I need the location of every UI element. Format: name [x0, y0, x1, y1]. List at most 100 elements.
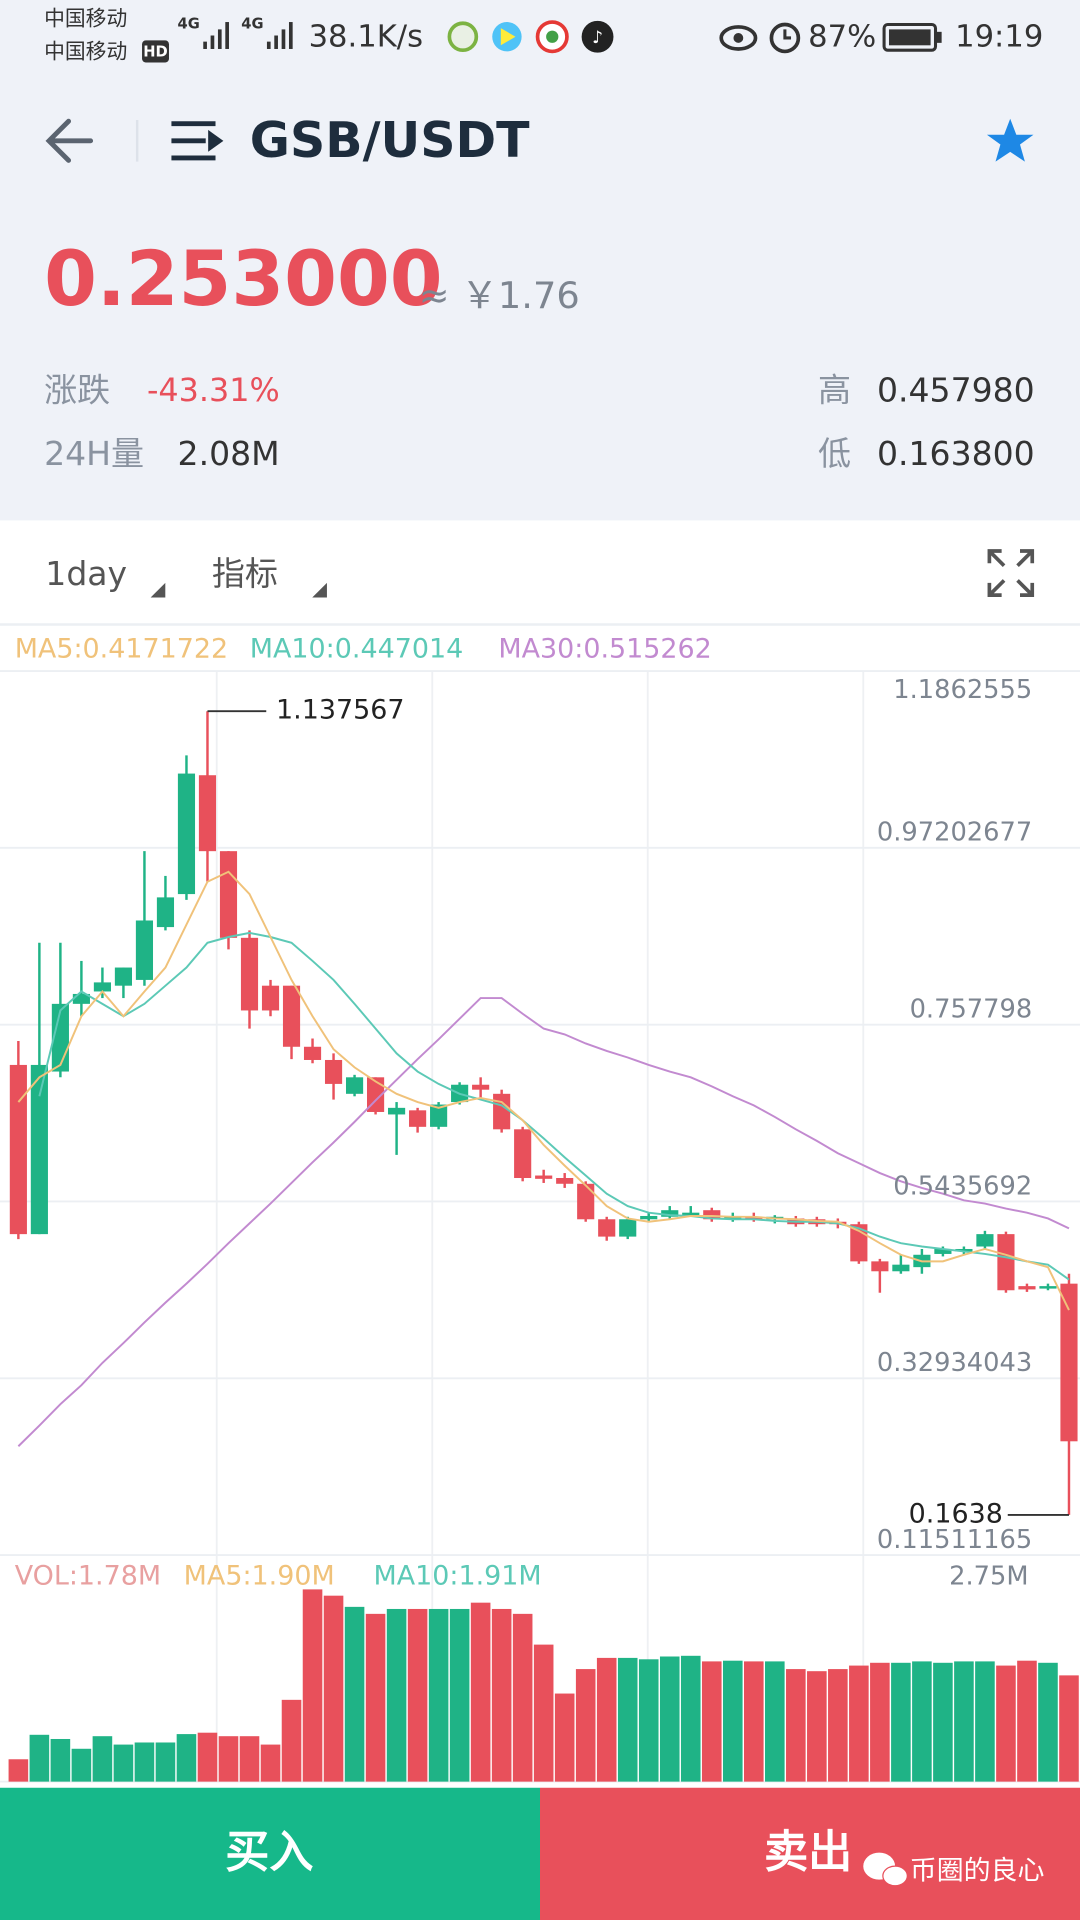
candle-body: [535, 1175, 553, 1179]
clock: 19:19: [955, 19, 1043, 54]
volume-bar: [8, 1759, 29, 1782]
favorite-button[interactable]: [986, 118, 1034, 162]
volume-bar: [491, 1608, 512, 1782]
volume-bar: [323, 1595, 344, 1782]
candle-body: [997, 1234, 1015, 1291]
candle-body: [324, 1059, 343, 1084]
volume-value: 2.08M: [178, 434, 280, 473]
hd-label: HD: [143, 44, 167, 61]
volume-bar: [659, 1656, 680, 1782]
signal-icon: [266, 22, 293, 49]
volume-bar: [428, 1608, 449, 1782]
watermark: 币圈的良心: [910, 1856, 1045, 1887]
candle-body: [114, 967, 132, 986]
network: 4G: [178, 15, 200, 32]
candle-body: [892, 1264, 910, 1272]
stat-label: 涨跌: [44, 370, 110, 409]
candle-body: [934, 1248, 952, 1254]
candle-body: [1039, 1286, 1057, 1289]
y-tick-label: 0.32934043: [877, 1348, 1032, 1378]
candle-body: [493, 1093, 511, 1130]
volume-bar: [701, 1661, 722, 1782]
candle-body: [430, 1104, 448, 1127]
volume-bar: [744, 1661, 764, 1782]
dropdown-arrow: [312, 582, 327, 598]
volume-bar: [891, 1662, 911, 1782]
candle-body: [388, 1107, 406, 1115]
hd-badge: [142, 40, 169, 63]
volume-bar: [765, 1661, 785, 1782]
fullscreen-button[interactable]: [987, 549, 1035, 597]
network: 4G: [241, 15, 263, 32]
volume-bar: [113, 1744, 134, 1782]
candle-body: [661, 1210, 679, 1217]
volume-bar: [828, 1669, 848, 1782]
candle-body: [177, 773, 196, 895]
interval-select[interactable]: 1day: [45, 554, 127, 593]
buy-button[interactable]: [0, 1787, 540, 1920]
volume-bar: [470, 1602, 491, 1782]
volume-bar: [134, 1742, 155, 1782]
sell-button[interactable]: [540, 1787, 1080, 1920]
volume-bar: [386, 1608, 407, 1782]
alarm-icon: [769, 22, 801, 54]
volume-bar: [933, 1662, 953, 1782]
candle-body: [219, 851, 238, 938]
back-button[interactable]: [45, 118, 94, 163]
volume-bar: [92, 1736, 113, 1782]
candle-body: [577, 1183, 595, 1220]
volume-bar: [155, 1742, 176, 1782]
volume-bar: [218, 1736, 239, 1782]
volume-bar: [996, 1665, 1016, 1782]
candle-body: [156, 897, 175, 928]
app-icons: ♪: [447, 20, 614, 54]
candle-body: [703, 1210, 721, 1220]
volume-bar: [365, 1613, 386, 1782]
v-grid: [215, 671, 865, 1782]
y-tick-label: 0.757798: [910, 994, 1033, 1024]
indicator-select[interactable]: 指标: [212, 554, 278, 593]
ma30-legend: MA30:0.515262: [498, 634, 711, 665]
candle-body: [303, 1046, 322, 1060]
volume-bar: [638, 1659, 659, 1782]
stat-label: 24H量: [44, 434, 144, 473]
candle-body: [9, 1064, 27, 1235]
header-bg: [0, 0, 1080, 521]
candle-body: [871, 1261, 889, 1272]
candle-body: [682, 1212, 700, 1216]
candle-body: [198, 775, 217, 852]
volume-bar: [176, 1734, 197, 1782]
candle-body: [409, 1110, 427, 1127]
volume-bar: [722, 1660, 743, 1782]
volume-bar: [954, 1661, 974, 1782]
ma10-line: [38, 931, 1070, 1281]
low-annotation: 0.1638: [909, 1498, 1003, 1529]
candle-body: [72, 993, 90, 1004]
volume-bar: [344, 1606, 365, 1782]
sell-label: 卖出: [764, 1827, 852, 1878]
candle-body: [345, 1077, 364, 1094]
menu-button[interactable]: [171, 121, 224, 161]
candle-body: [976, 1234, 994, 1247]
candle-body: [1018, 1286, 1036, 1290]
change-value: -43.31%: [147, 371, 280, 409]
volume-bar: [596, 1657, 617, 1782]
vol-ma5-legend: MA5:1.90M: [184, 1561, 335, 1592]
volume-bar: [1059, 1675, 1079, 1782]
eye-icon: [719, 25, 758, 51]
volume-bar: [239, 1736, 260, 1782]
volume-bar: [281, 1699, 302, 1782]
candle-body: [556, 1178, 574, 1184]
battery-icon: [882, 22, 942, 52]
svg-text:♪: ♪: [592, 28, 603, 48]
candle-body: [598, 1219, 616, 1237]
battery-level: 87%: [808, 19, 876, 54]
volume-bar: [260, 1744, 281, 1782]
ma30-line: [17, 997, 1070, 1447]
candle-body: [30, 1064, 48, 1235]
candle-body: [1060, 1283, 1078, 1442]
volume-bar: [1017, 1660, 1037, 1782]
signal-icon: [203, 22, 229, 49]
volume-bar: [512, 1613, 533, 1782]
